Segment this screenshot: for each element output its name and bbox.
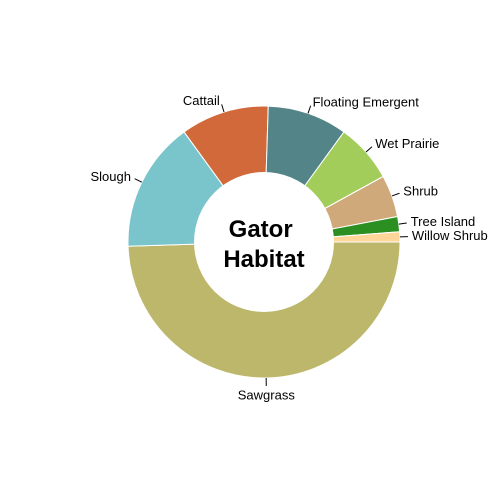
leader-line-tree-island <box>398 222 407 225</box>
leader-line-slough <box>134 178 143 183</box>
slice-label-sawgrass: Sawgrass <box>238 387 296 402</box>
slice-label-wet-prairie: Wet Prairie <box>375 136 439 151</box>
leader-line-wet-prairie <box>365 146 373 153</box>
chart-title: Gator Habitat <box>223 216 304 273</box>
leader-line-shrub <box>391 192 400 197</box>
chart-title-line-1: Gator <box>229 216 293 243</box>
slice-labels: Sawgrass Slough Cattail Floating Emergent We… <box>91 93 488 402</box>
slice-label-willow-shrub: Willow Shrub <box>412 228 488 243</box>
slice-label-cattail: Cattail <box>183 93 220 108</box>
label-leader-lines <box>134 104 408 386</box>
leader-line-cattail <box>221 104 225 113</box>
leader-line-floating-emergent <box>307 105 312 114</box>
slice-label-shrub: Shrub <box>403 184 438 199</box>
chart-title-line-2: Habitat <box>223 246 304 273</box>
slice-label-slough: Slough <box>91 169 131 184</box>
slice-label-tree-island: Tree Island <box>411 214 476 229</box>
donut-hole <box>194 172 334 312</box>
slice-label-floating-emergent: Floating Emergent <box>313 94 420 109</box>
